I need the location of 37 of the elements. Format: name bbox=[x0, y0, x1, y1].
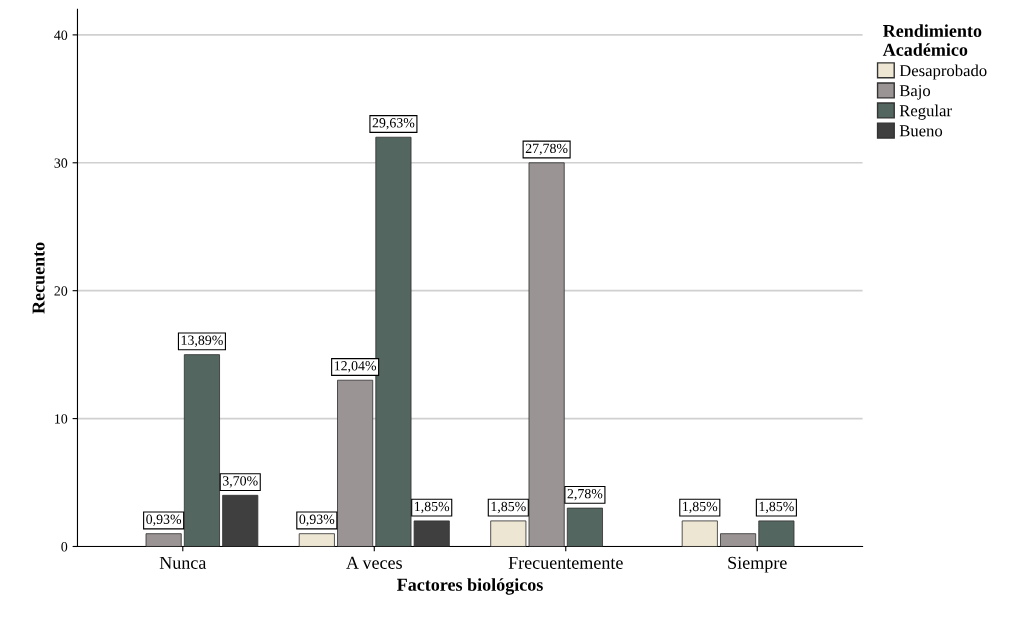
x-tick-label: Siempre bbox=[728, 556, 787, 573]
bar bbox=[681, 520, 718, 547]
y-tick-label: 30 bbox=[54, 158, 68, 168]
x-tick-label: Nunca bbox=[159, 556, 207, 569]
annotation: 1,85% bbox=[683, 501, 718, 514]
annotation: 2,78% bbox=[567, 488, 603, 501]
bar bbox=[222, 494, 259, 547]
y-tick-label: 20 bbox=[54, 286, 68, 296]
bar bbox=[720, 533, 757, 547]
legend-label: Bajo bbox=[899, 85, 931, 100]
legend-label: Desaprobado bbox=[899, 64, 987, 80]
annotation: 1,85% bbox=[759, 501, 794, 514]
annotation: 1,85% bbox=[415, 501, 450, 514]
x-tick-label: Frecuentemente bbox=[508, 556, 623, 569]
y-tick-label: 10 bbox=[55, 414, 68, 424]
y-tick-label: 0 bbox=[61, 542, 68, 552]
y-axis-title: Recuento bbox=[32, 242, 45, 314]
annotation: 0,93% bbox=[299, 514, 335, 526]
annotation: 12,04% bbox=[334, 361, 377, 373]
y-tick-label: 40 bbox=[54, 30, 68, 40]
x-tick-label: A veces bbox=[346, 556, 402, 569]
legend-label: Regular bbox=[899, 104, 952, 120]
annotation: 3,70% bbox=[222, 476, 258, 488]
bar bbox=[337, 379, 374, 547]
annotation: 13,89% bbox=[181, 335, 223, 347]
annotation: 0,93% bbox=[146, 514, 182, 526]
bar bbox=[183, 354, 220, 547]
x-axis-title: Factores biológicos bbox=[397, 578, 543, 595]
bar bbox=[145, 533, 182, 547]
annotation: 1,85% bbox=[491, 501, 526, 514]
bar bbox=[566, 507, 603, 547]
legend-title: Rendimiento Académico bbox=[882, 24, 982, 56]
bar bbox=[758, 520, 795, 547]
bar bbox=[298, 533, 335, 547]
annotation: 27,78% bbox=[525, 143, 568, 156]
annotation: 29,63% bbox=[372, 118, 415, 130]
legend-label: Bueno bbox=[899, 125, 943, 137]
